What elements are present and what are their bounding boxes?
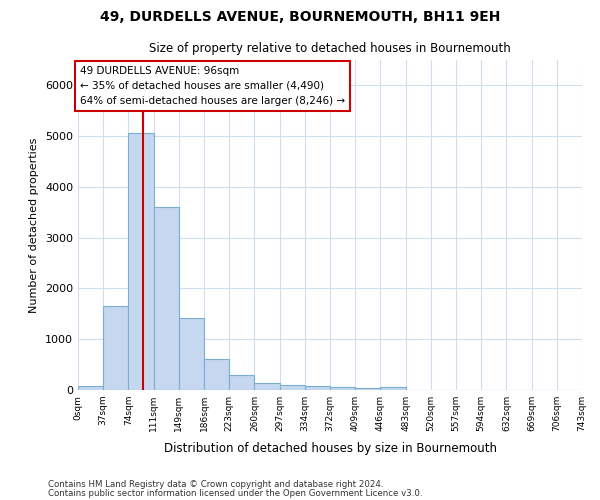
Bar	[78, 386, 103, 390]
Bar	[154, 207, 179, 390]
Title: Size of property relative to detached houses in Bournemouth: Size of property relative to detached ho…	[149, 42, 511, 54]
Bar	[330, 388, 355, 390]
Bar	[229, 376, 254, 390]
Bar	[280, 385, 305, 390]
Text: 49 DURDELLS AVENUE: 96sqm
← 35% of detached houses are smaller (4,490)
64% of se: 49 DURDELLS AVENUE: 96sqm ← 35% of detac…	[80, 66, 345, 106]
Bar	[103, 306, 128, 390]
Text: Contains HM Land Registry data © Crown copyright and database right 2024.: Contains HM Land Registry data © Crown c…	[48, 480, 383, 489]
Bar	[204, 359, 229, 390]
Bar	[128, 133, 154, 390]
Y-axis label: Number of detached properties: Number of detached properties	[29, 138, 40, 312]
Bar	[305, 386, 330, 390]
Text: 49, DURDELLS AVENUE, BOURNEMOUTH, BH11 9EH: 49, DURDELLS AVENUE, BOURNEMOUTH, BH11 9…	[100, 10, 500, 24]
Bar	[254, 383, 280, 390]
Bar	[380, 388, 406, 390]
Bar	[179, 318, 204, 390]
Text: Contains public sector information licensed under the Open Government Licence v3: Contains public sector information licen…	[48, 488, 422, 498]
Bar	[355, 388, 380, 390]
X-axis label: Distribution of detached houses by size in Bournemouth: Distribution of detached houses by size …	[163, 442, 497, 456]
